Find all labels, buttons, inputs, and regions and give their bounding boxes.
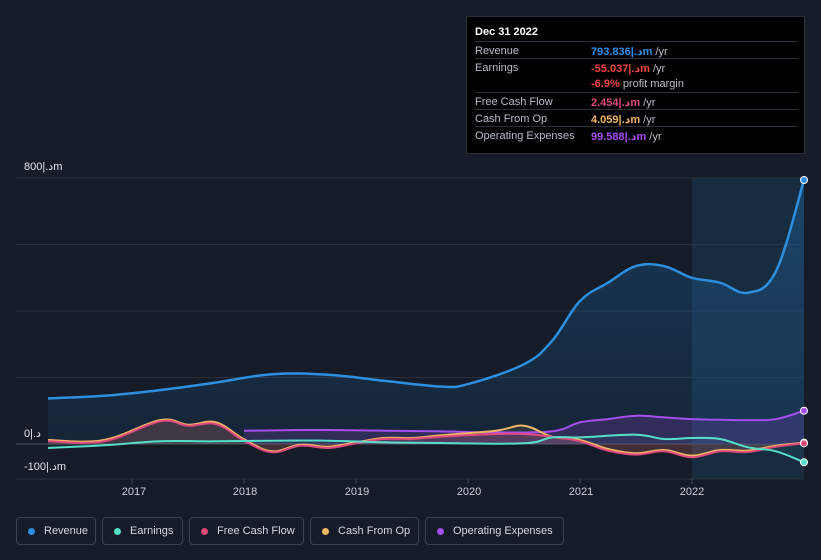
- legend-dot-icon: [322, 528, 329, 535]
- legend-item-free-cash-flow[interactable]: Free Cash Flow: [189, 517, 304, 545]
- tooltip-value: -55.037|.دm /yr: [591, 62, 665, 75]
- operating-expenses-end-point: [800, 406, 808, 415]
- tooltip-value: -6.9% profit margin: [591, 78, 684, 90]
- tooltip-number: 2.454|.دm: [591, 97, 641, 109]
- tooltip-suffix: /yr: [655, 46, 668, 58]
- tooltip-number: 793.836|.دm: [591, 46, 653, 58]
- y-tick-label-top: 800|.دm: [24, 161, 63, 173]
- revenue-area: [48, 180, 804, 444]
- operating-expenses-area: [244, 410, 804, 444]
- tooltip-suffix: /yr: [649, 131, 662, 143]
- tooltip-label: Earnings: [475, 62, 519, 74]
- legend-dot-icon: [437, 528, 444, 535]
- cash-from-op-line: [47, 418, 805, 457]
- legend-item-earnings[interactable]: Earnings: [102, 517, 183, 545]
- y-tick-label-zero: 0|.د: [24, 428, 41, 440]
- tooltip-row-earnings: Earnings -55.037|.دm /yr: [475, 58, 798, 76]
- tooltip-row-revenue: Revenue 793.836|.دm /yr: [475, 41, 798, 59]
- tooltip-label: Free Cash Flow: [475, 96, 553, 108]
- tooltip-number: -55.037|.دm: [591, 63, 650, 75]
- x-tick-label: 2018: [232, 486, 258, 498]
- earnings-end-point: [800, 458, 808, 467]
- tooltip-value: 793.836|.دm /yr: [591, 45, 668, 58]
- tooltip-date: Dec 31 2022: [475, 26, 538, 38]
- revenue-end-point: [800, 175, 808, 184]
- legend-label: Operating Expenses: [453, 525, 553, 537]
- tooltip-label: Cash From Op: [475, 113, 548, 125]
- x-tick-label: 2020: [456, 486, 482, 498]
- tooltip-row-free-cash-flow: Free Cash Flow 2.454|.دm /yr: [475, 92, 798, 110]
- legend-label: Revenue: [44, 525, 89, 537]
- x-tick-label: 2021: [568, 486, 594, 498]
- legend-item-operating-expenses[interactable]: Operating Expenses: [425, 517, 564, 545]
- legend-dot-icon: [201, 528, 208, 535]
- x-tick-label: 2017: [121, 486, 147, 498]
- tooltip-suffix: /yr: [652, 63, 666, 75]
- y-tick-label-bottom: -100|.دm: [24, 461, 67, 473]
- x-tick-label: 2022: [679, 486, 705, 498]
- legend-item-cash-from-op[interactable]: Cash From Op: [310, 517, 419, 545]
- chart-svg: [16, 175, 808, 484]
- tooltip-suffix: /yr: [643, 97, 656, 109]
- tooltip-value: 99.588|.دm /yr: [591, 130, 662, 143]
- legend-label: Free Cash Flow: [217, 525, 295, 537]
- tooltip-row-profit-margin: -6.9% profit margin: [475, 75, 798, 92]
- tooltip-row-cash-from-op: Cash From Op 4.059|.دm /yr: [475, 109, 798, 127]
- tooltip-number: 4.059|.دm: [591, 114, 641, 126]
- line-layer: [47, 179, 806, 464]
- revenue-line: [47, 179, 806, 400]
- tooltip-suffix: /yr: [643, 114, 656, 126]
- free-cash-flow-line: [47, 419, 805, 459]
- earnings-line: [47, 433, 805, 464]
- free-cash-flow-area: [48, 420, 804, 458]
- tooltip-suffix: profit margin: [622, 78, 684, 90]
- legend-label: Cash From Op: [338, 525, 411, 537]
- operating-expenses-line: [243, 409, 805, 434]
- tooltip-number: -6.9%: [591, 78, 620, 90]
- tooltip-panel: Dec 31 2022 Revenue 793.836|.دm /yr Earn…: [466, 16, 805, 154]
- x-tick-label: 2019: [344, 486, 370, 498]
- tooltip-value: 4.059|.دm /yr: [591, 113, 655, 126]
- tooltip-row-operating-expenses: Operating Expenses 99.588|.دm /yr: [475, 126, 798, 144]
- legend-dot-icon: [28, 528, 35, 535]
- tooltip-label: Operating Expenses: [475, 130, 575, 142]
- free-cash-flow-end-point: [800, 439, 808, 448]
- tooltip-label: Revenue: [475, 45, 520, 57]
- legend-dot-icon: [114, 528, 121, 535]
- tooltip-number: 99.588|.دm: [591, 131, 647, 143]
- legend-label: Earnings: [130, 525, 174, 537]
- dot-layer: [800, 175, 808, 467]
- tooltip-value: 2.454|.دm /yr: [591, 96, 655, 109]
- legend-item-revenue[interactable]: Revenue: [16, 517, 96, 545]
